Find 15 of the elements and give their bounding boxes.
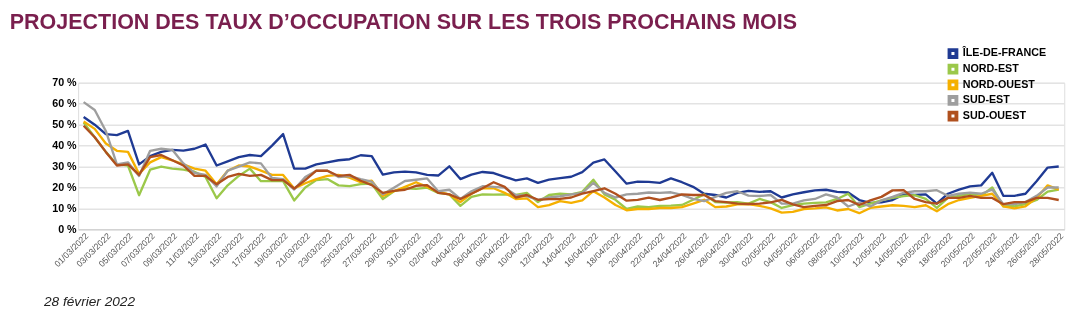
legend-label: NORD-EST: [962, 62, 1020, 75]
y-tick-label: 20 %: [52, 180, 78, 193]
chart-title: PROJECTION DES TAUX D’OCCUPATION SUR LES TROIS PROCHAINS MOIS: [9, 10, 798, 35]
y-tick-label: 30 %: [52, 159, 78, 172]
y-tick-label: 50 %: [52, 118, 78, 131]
y-tick-label: 40 %: [52, 139, 78, 152]
y-tick-label: 0 %: [58, 222, 78, 235]
legend-label: SUD-OUEST: [962, 108, 1027, 121]
text: 28 février 2022: [42, 294, 136, 310]
y-tick-label: 10 %: [52, 201, 78, 214]
y-tick-label: 70 %: [52, 76, 78, 89]
legend-label: SUD-EST: [962, 93, 1011, 106]
y-tick-label: 60 %: [52, 97, 78, 110]
legend-label: ÎLE-DE-FRANCE: [961, 46, 1047, 59]
legend-label: NORD-OUEST: [962, 77, 1036, 90]
